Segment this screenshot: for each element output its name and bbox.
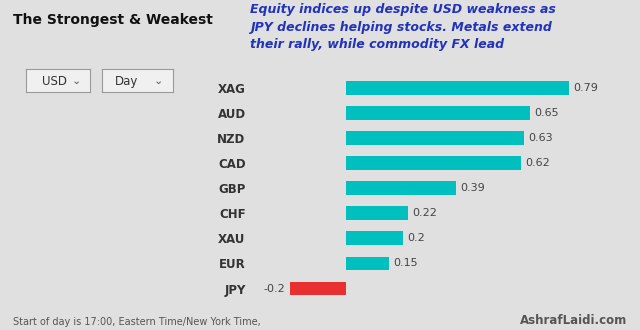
Text: 0.2: 0.2 [407,233,425,243]
Bar [346,206,408,220]
Text: USD: USD [42,75,67,88]
Text: 0.63: 0.63 [529,133,553,143]
Bar [346,231,403,245]
Text: 0.65: 0.65 [534,108,559,118]
Text: -0.2: -0.2 [264,283,285,293]
Text: AshrafLaidi.com: AshrafLaidi.com [520,314,627,327]
Bar [346,81,569,95]
Text: Equity indices up despite USD weakness as
JPY declines helping stocks. Metals ex: Equity indices up despite USD weakness a… [250,3,556,51]
Bar [290,281,346,295]
Text: Start of day is 17:00, Eastern Time/New York Time,: Start of day is 17:00, Eastern Time/New … [13,317,260,327]
Text: 0.22: 0.22 [413,208,438,218]
Text: 0.62: 0.62 [525,158,550,168]
Text: ⌄: ⌄ [154,76,163,86]
Bar [346,181,456,195]
Text: 0.15: 0.15 [393,258,417,268]
Bar [346,156,521,170]
Text: Day: Day [115,75,138,88]
Bar [346,106,530,120]
Bar [346,131,524,145]
Text: 0.39: 0.39 [461,183,485,193]
Text: The Strongest & Weakest: The Strongest & Weakest [13,13,212,27]
Bar [346,256,388,270]
Text: 0.79: 0.79 [573,83,598,93]
Text: ⌄: ⌄ [72,76,81,86]
